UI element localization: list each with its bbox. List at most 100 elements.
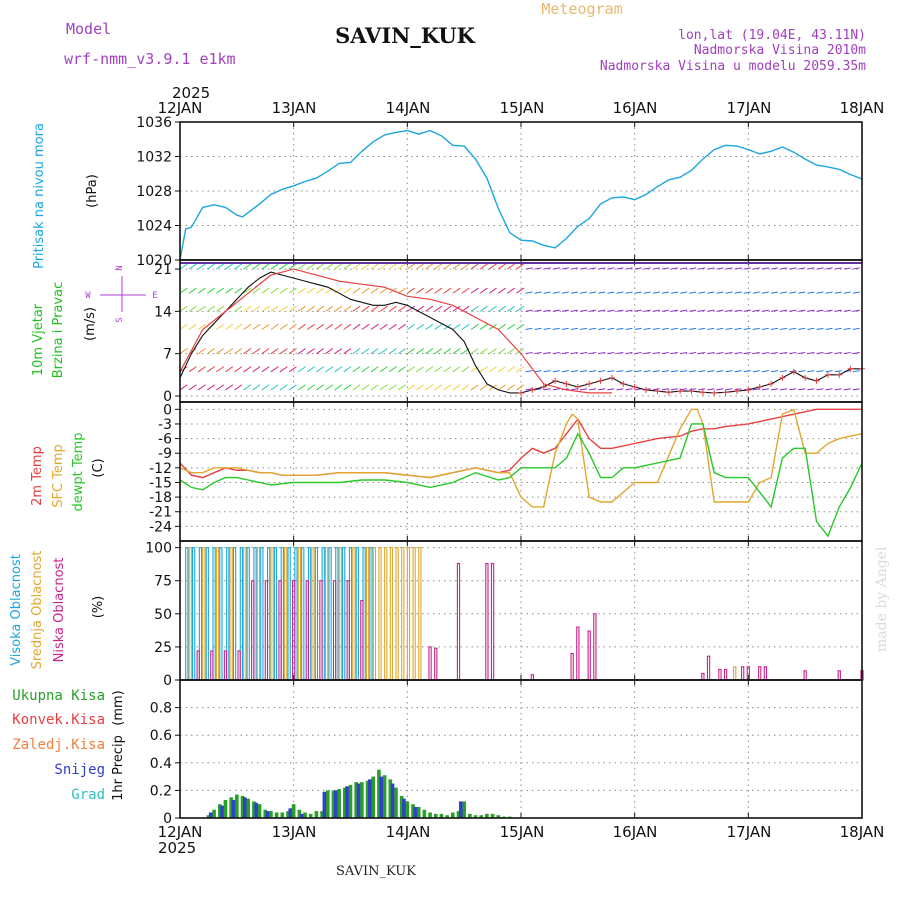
wind-barb: [843, 388, 851, 391]
wind-barb: [680, 291, 688, 294]
low-cloud-bar: [196, 650, 200, 681]
y-tick-label: -15: [149, 475, 172, 491]
low-cloud-bar: [346, 580, 350, 681]
wind-barb: [798, 370, 806, 373]
wind-barb: [607, 351, 615, 355]
high-cloud-bar: [314, 547, 319, 681]
wind-barb: [316, 348, 325, 355]
wind-barb: [407, 384, 415, 391]
wind-barb: [661, 291, 669, 294]
wind-barb: [707, 309, 715, 312]
y-tick-label: -9: [158, 446, 172, 462]
wind-barb: [807, 267, 815, 270]
high-cloud-bar: [369, 547, 373, 681]
wind-barb: [388, 305, 397, 312]
wind-barb: [179, 287, 188, 294]
wind-barb: [670, 291, 679, 294]
low-cloud-bar: [758, 666, 762, 681]
wind-barb: [307, 366, 315, 373]
wind-barb: [634, 267, 642, 270]
model-altitude-label: Nadmorska Visina u modelu 2059.35m: [600, 59, 866, 74]
rain-total-bar: [399, 795, 404, 818]
rain-total-bar: [274, 812, 279, 818]
wind-barb: [252, 366, 261, 373]
wind-barb: [561, 267, 569, 270]
wind-barb: [297, 366, 306, 373]
wind-barb: [625, 351, 633, 355]
wind-barb: [734, 327, 742, 330]
wind-barb: [825, 351, 833, 355]
wind-barb: [816, 351, 824, 355]
wind-barb: [343, 366, 352, 373]
wind-barb: [834, 327, 842, 330]
wind-barb: [379, 263, 388, 270]
low-cloud-bar: [837, 670, 841, 681]
time-tick-bottom: 14JAN: [386, 823, 431, 841]
wind-barb: [543, 267, 551, 270]
wind-barb: [816, 327, 824, 330]
rain-total-bar: [394, 787, 398, 818]
compass-west: W: [85, 291, 91, 301]
wind-barb: [216, 366, 225, 373]
wind-barb: [343, 305, 352, 312]
wind-barb: [843, 351, 851, 355]
wind-barb: [452, 263, 461, 270]
wind-barb: [534, 309, 542, 312]
wind-barb: [552, 370, 560, 373]
wind-barb: [488, 305, 497, 312]
wind-barb: [589, 370, 597, 373]
panel-frame: [179, 540, 863, 681]
wind-barb: [352, 323, 361, 330]
wind-barb: [570, 309, 578, 312]
wind-barb: [316, 305, 325, 312]
wind-barb: [507, 384, 516, 391]
wind-barb: [761, 351, 769, 355]
wind-barb: [488, 366, 497, 373]
wind-barb: [761, 309, 769, 312]
wind-barb: [570, 291, 578, 294]
wind-barb: [497, 263, 506, 270]
wind-barb: [598, 351, 606, 355]
low-cloud-bar: [576, 626, 580, 681]
cloud-unit: (%): [91, 596, 106, 619]
rain-total-bar: [280, 812, 285, 818]
low-cloud-bar: [593, 613, 597, 681]
rain-total-bar: [269, 811, 273, 818]
wind-barb: [552, 267, 560, 270]
wind-barb: [770, 309, 779, 312]
wind-barb: [516, 287, 525, 294]
precip-legend-hail: Grad: [71, 787, 105, 803]
snow-bar: [322, 791, 327, 818]
wind-barb: [525, 267, 533, 270]
snow-bar: [208, 812, 213, 818]
wind-barb: [188, 305, 197, 312]
wind-barb: [716, 291, 724, 294]
wind-barb: [443, 384, 452, 391]
wind-barb: [834, 309, 842, 312]
wind-barb: [752, 370, 760, 373]
wind-barb: [570, 370, 578, 373]
mid-cloud-bar: [418, 547, 422, 681]
low-cloud-bar: [434, 647, 438, 681]
wind-barb: [234, 305, 243, 312]
mid-cloud-bar: [202, 547, 206, 681]
rain-total-bar: [462, 801, 466, 818]
wind-barb: [179, 305, 188, 312]
wind-barb: [570, 388, 578, 391]
wind-barb: [752, 267, 760, 270]
wind-barb: [652, 351, 660, 355]
rain-total-bar: [308, 813, 313, 818]
wind-barb: [325, 348, 334, 355]
wind-barb: [479, 384, 488, 391]
wind-barb: [607, 327, 615, 330]
wind-barb: [652, 309, 660, 312]
wind-barb: [561, 351, 569, 355]
wind-barb: [206, 348, 215, 355]
wind-barb: [234, 263, 243, 270]
wind-barb: [607, 267, 615, 270]
pressure-line: [179, 129, 863, 261]
wind-barb: [643, 351, 651, 355]
wind-barb: [316, 366, 325, 373]
wind-barb: [525, 370, 533, 373]
wind-barb: [761, 267, 769, 270]
